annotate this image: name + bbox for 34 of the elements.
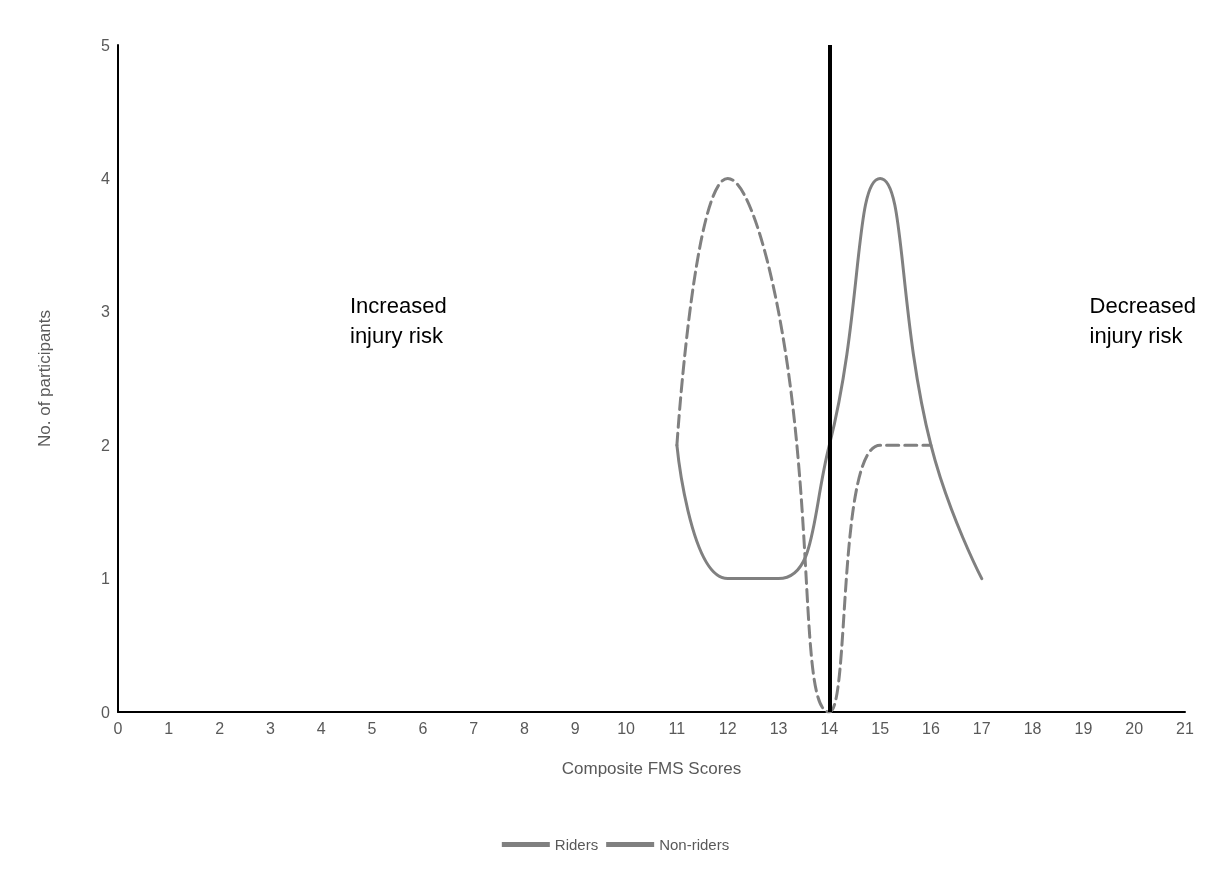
x-tick-label: 8 bbox=[520, 719, 530, 737]
x-tick-label: 14 bbox=[820, 719, 839, 737]
y-tick-label: 4 bbox=[101, 169, 111, 187]
x-tick-label: 15 bbox=[871, 719, 890, 737]
x-tick-label: 3 bbox=[265, 719, 275, 737]
y-axis-title: No. of participants bbox=[35, 309, 54, 448]
y-tick-label: 2 bbox=[101, 436, 111, 454]
x-tick-label: 10 bbox=[617, 719, 636, 737]
x-tick-label: 1 bbox=[164, 719, 174, 737]
annotation: Decreased injury risk bbox=[1089, 292, 1196, 348]
x-tick-label: 12 bbox=[718, 719, 737, 737]
x-tick-label: 21 bbox=[1176, 719, 1194, 737]
x-tick-label: 0 bbox=[113, 719, 123, 737]
x-tick-label: 6 bbox=[418, 719, 428, 737]
x-tick-label: 20 bbox=[1125, 719, 1144, 737]
y-tick-label: 1 bbox=[101, 570, 111, 588]
annotation: Increased injury risk bbox=[350, 292, 447, 348]
x-tick-label: 19 bbox=[1074, 719, 1093, 737]
legend-label: Non-riders bbox=[659, 836, 730, 853]
y-tick-label: 5 bbox=[101, 36, 111, 54]
x-tick-label: 2 bbox=[215, 719, 225, 737]
y-tick-label: 3 bbox=[101, 303, 111, 321]
x-axis-title: Composite FMS Scores bbox=[561, 759, 742, 778]
x-tick-label: 9 bbox=[570, 719, 580, 737]
x-tick-label: 17 bbox=[972, 719, 991, 737]
x-tick-label: 7 bbox=[469, 719, 479, 737]
x-tick-label: 4 bbox=[316, 719, 326, 737]
y-tick-label: 0 bbox=[101, 703, 111, 721]
x-tick-label: 5 bbox=[367, 719, 377, 737]
x-tick-label: 18 bbox=[1023, 719, 1042, 737]
x-tick-label: 16 bbox=[922, 719, 940, 737]
x-tick-label: 11 bbox=[668, 719, 686, 737]
legend-label: Riders bbox=[554, 836, 599, 853]
x-tick-label: 13 bbox=[769, 719, 788, 737]
